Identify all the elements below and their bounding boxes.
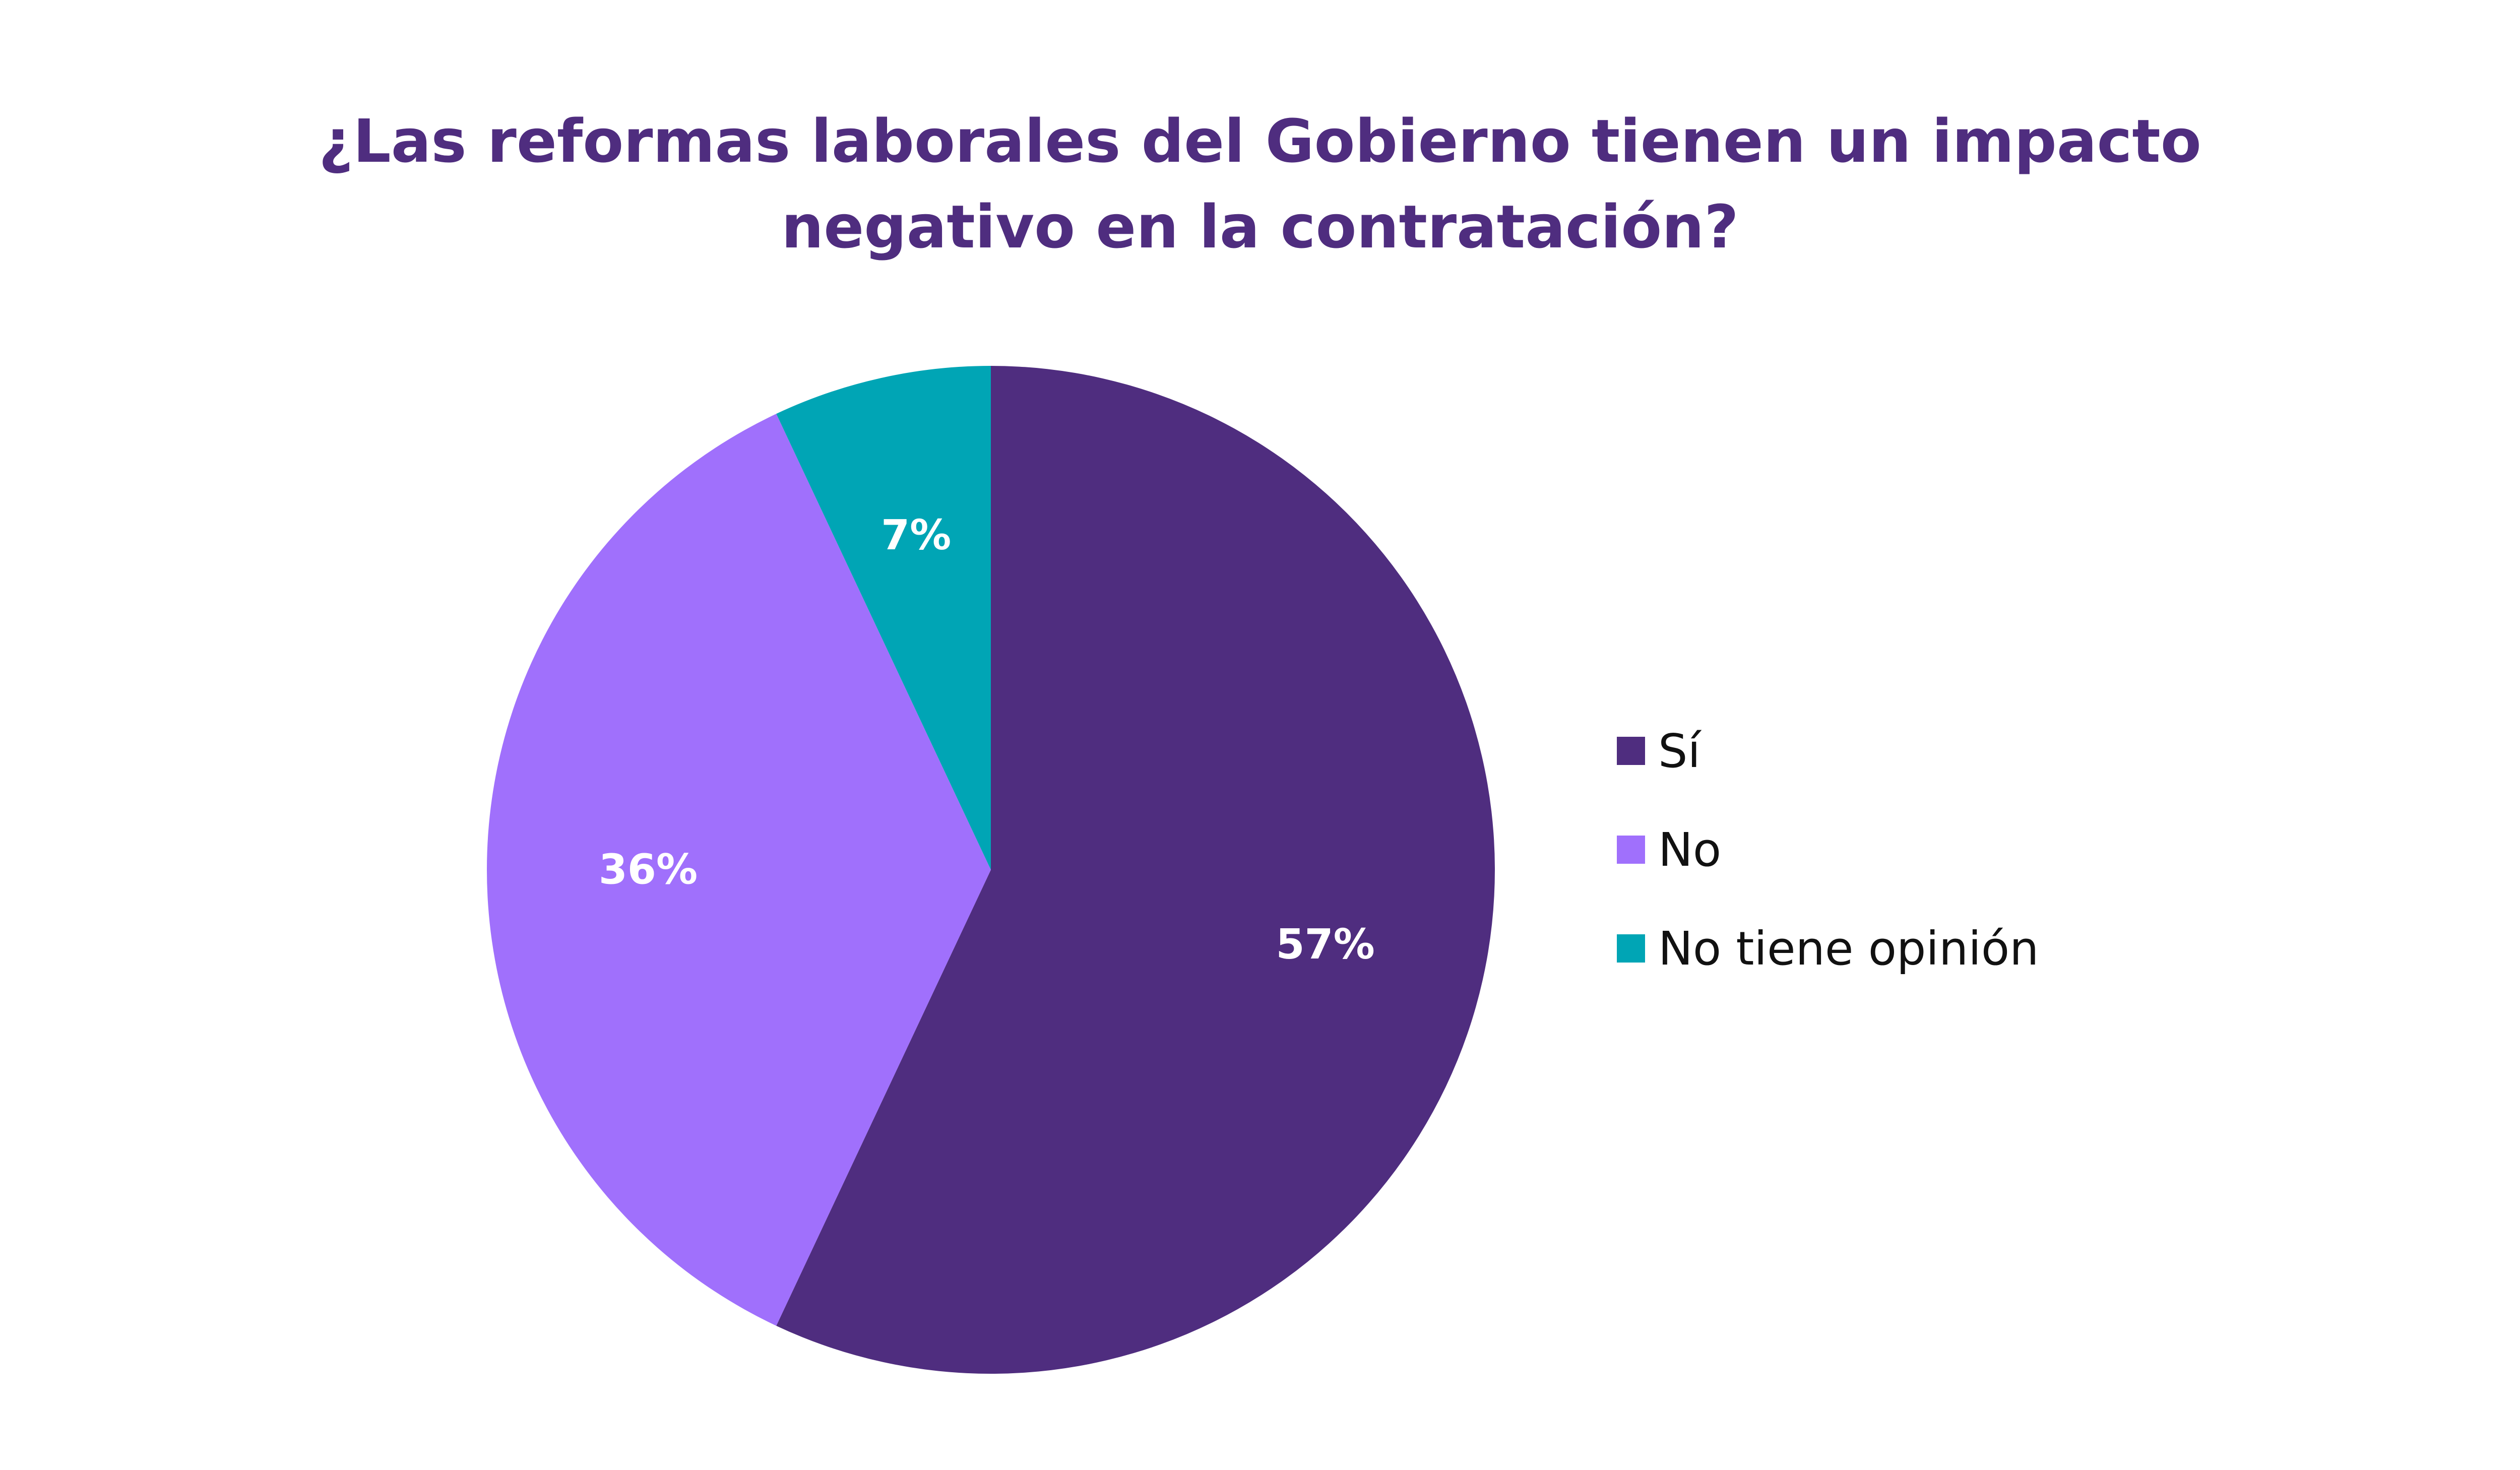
legend-label-si: Sí bbox=[1658, 724, 1700, 778]
legend-item-si: Sí bbox=[1617, 724, 2039, 778]
pie-slices bbox=[486, 366, 1495, 1374]
pie-slice-no bbox=[486, 414, 991, 1326]
legend-item-no: No bbox=[1617, 822, 2039, 877]
legend-label-no: No bbox=[1658, 822, 1722, 877]
legend-label-no-opinion: No tiene opinión bbox=[1658, 921, 2039, 976]
legend-swatch-no-opinion bbox=[1617, 934, 1645, 963]
legend-swatch-si bbox=[1617, 737, 1645, 765]
chart-title-line-2: negativo en la contratación? bbox=[781, 192, 1739, 262]
chart-title: ¿Las reformas laborales del Gobierno tie… bbox=[252, 98, 2268, 270]
pie-slice-no-opinion bbox=[776, 366, 991, 870]
pie-label-no-opinion: 7% bbox=[881, 512, 951, 559]
pie-labels: 57% 36% 7% bbox=[599, 512, 1375, 969]
pie-label-no: 36% bbox=[599, 846, 698, 894]
chart-title-line-1: ¿Las reformas laborales del Gobierno tie… bbox=[319, 106, 2201, 176]
pie-slice-si bbox=[776, 366, 1495, 1374]
legend-item-no-opinion: No tiene opinión bbox=[1617, 921, 2039, 976]
legend-swatch-no bbox=[1617, 836, 1645, 864]
pie-label-si: 57% bbox=[1276, 921, 1374, 969]
legend: Sí No No tiene opinión bbox=[1617, 724, 2039, 1022]
